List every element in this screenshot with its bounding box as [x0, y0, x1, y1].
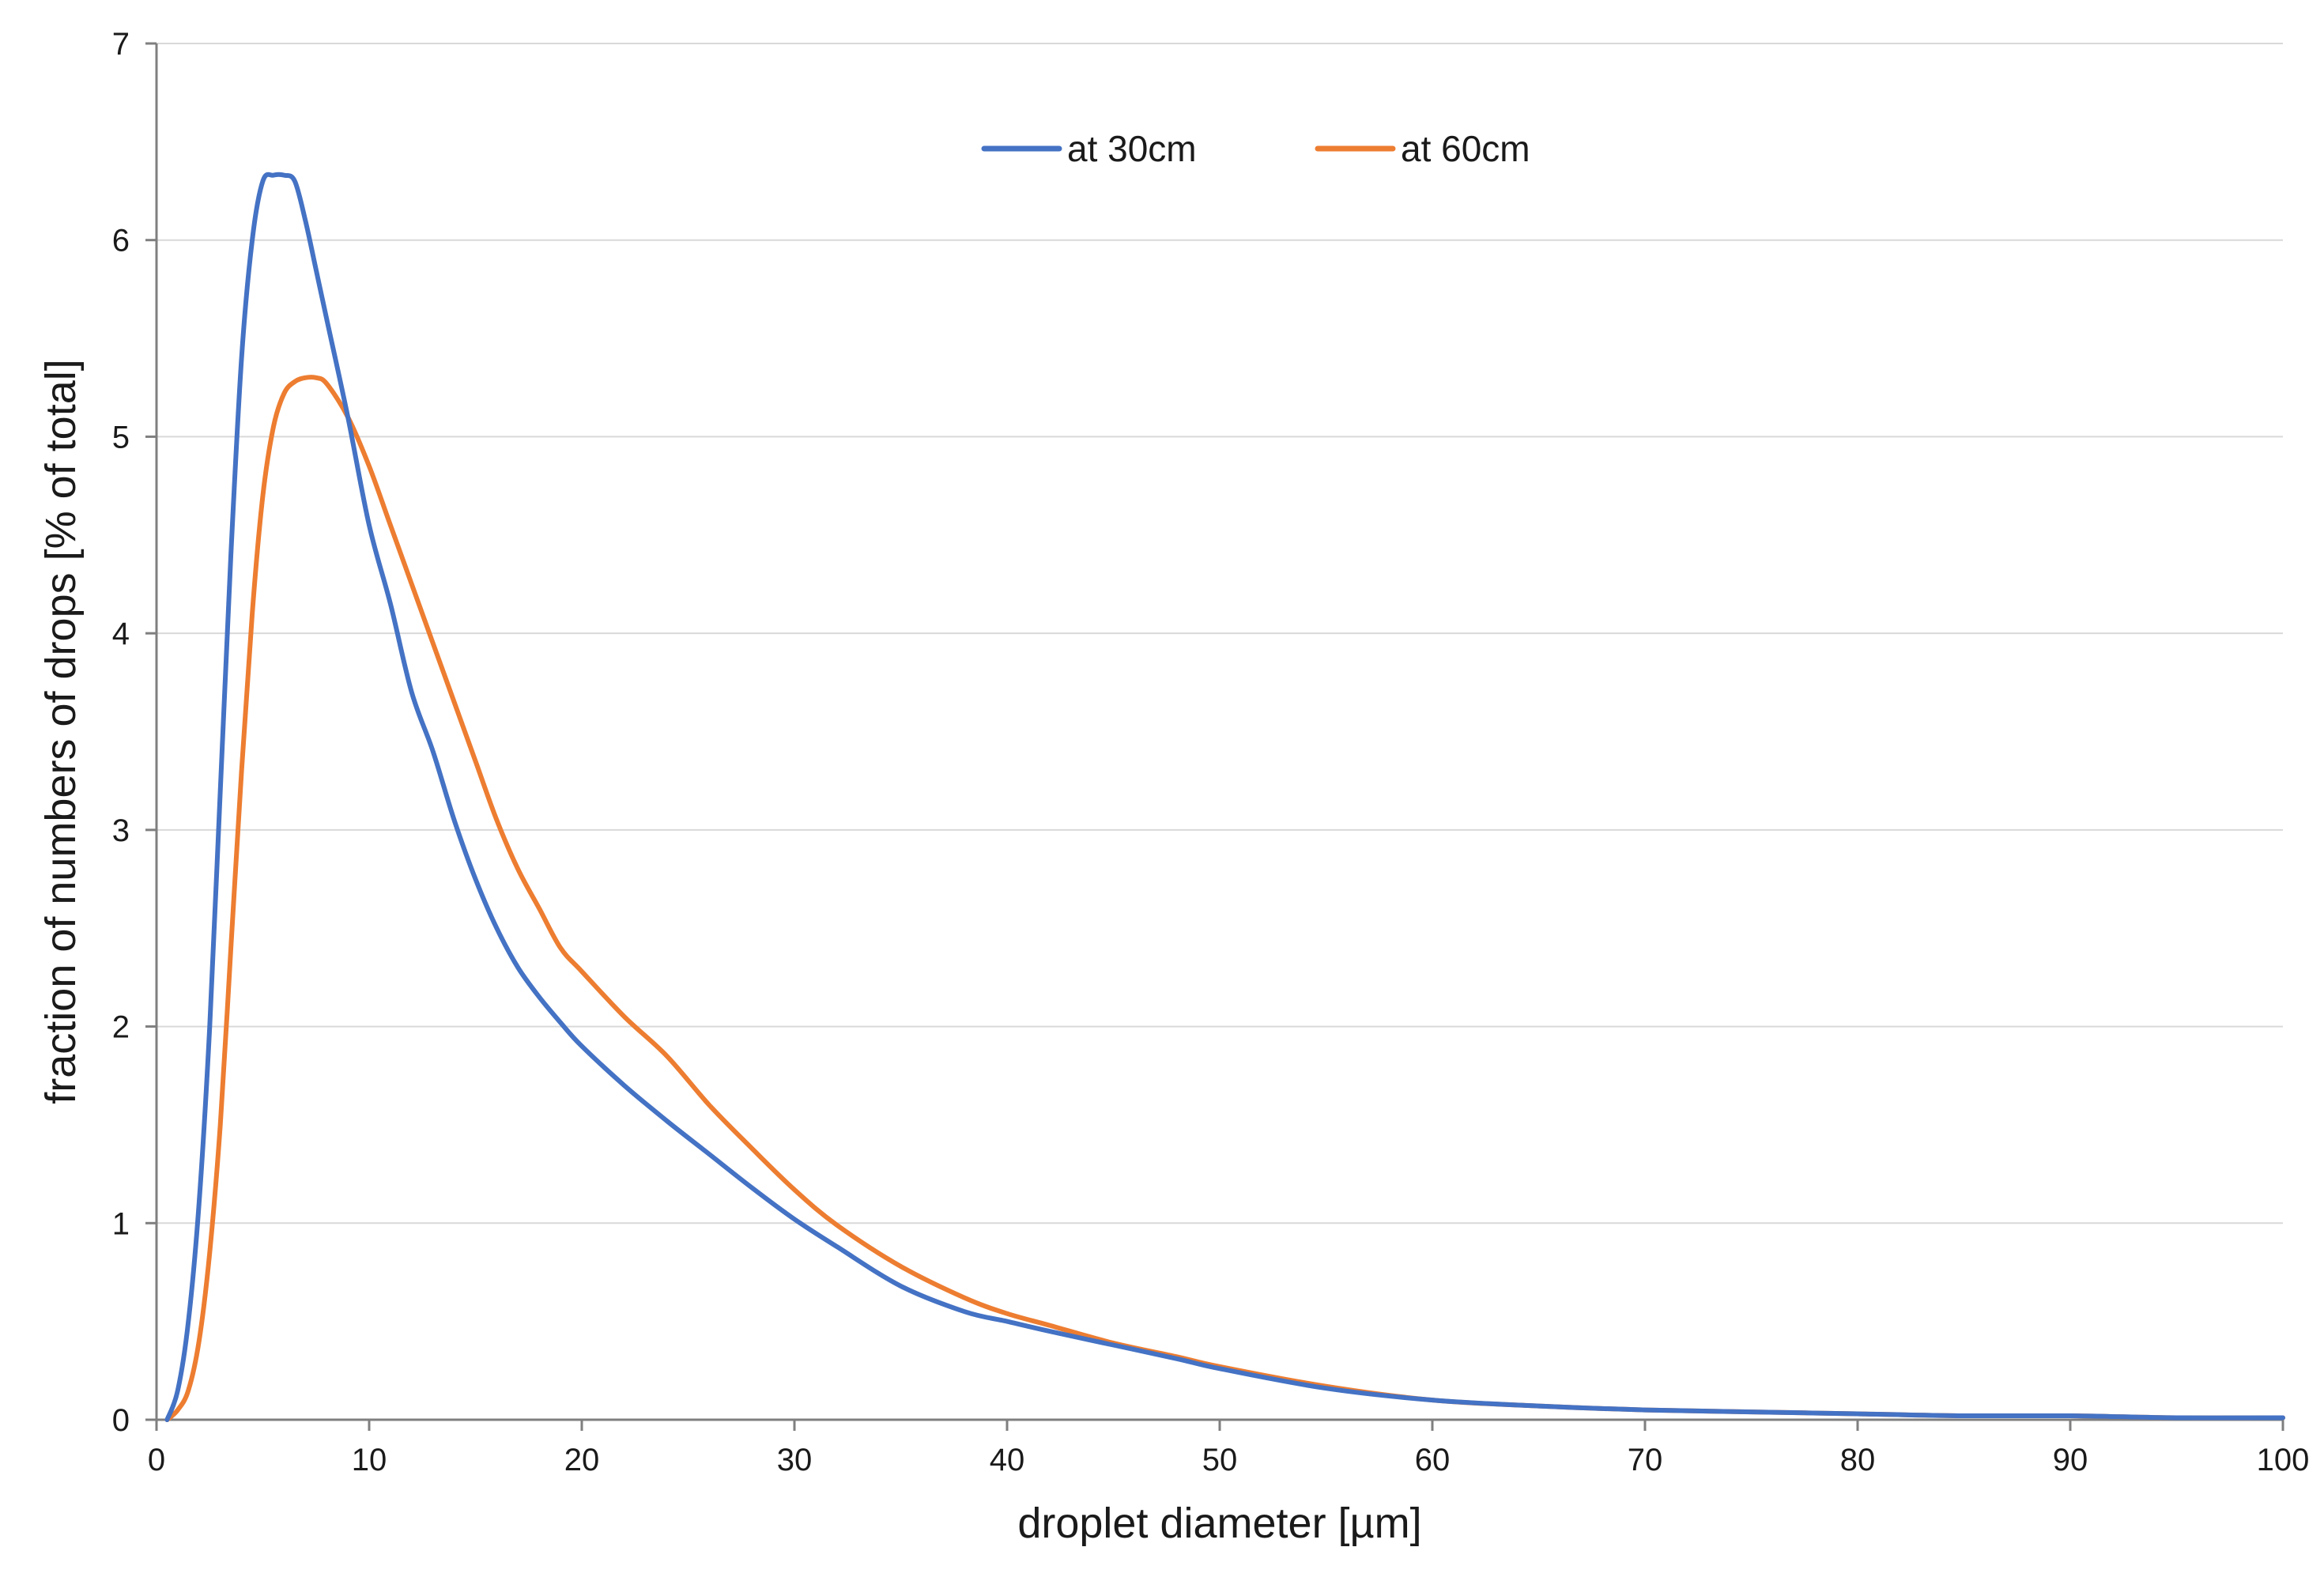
- x-tick-label: 60: [1415, 1443, 1451, 1477]
- x-tick-label: 10: [352, 1443, 387, 1477]
- x-tick-label: 30: [777, 1443, 813, 1477]
- legend-label-at-60cm: at 60cm: [1401, 128, 1530, 169]
- y-tick-label: 1: [112, 1206, 130, 1241]
- x-tick-label: 20: [564, 1443, 600, 1477]
- series-line-at-30cm: [164, 172, 2285, 1422]
- x-tick-label: 50: [1202, 1443, 1238, 1477]
- y-tick-label: 3: [112, 813, 130, 848]
- y-axis-ticks: 0 1 2 3 4 5 6 7: [112, 27, 157, 1438]
- x-tick-label: 0: [148, 1443, 165, 1477]
- x-axis-ticks: 0 10 20 30 40 50 60 70 80 90 100: [148, 1420, 2310, 1477]
- y-tick-label: 0: [112, 1403, 130, 1438]
- y-tick-label: 5: [112, 420, 130, 455]
- gridlines: [157, 43, 2283, 1224]
- x-tick-label: 100: [2257, 1443, 2310, 1477]
- y-tick-label: 4: [112, 617, 130, 651]
- x-axis-title: droplet diameter [µm]: [1017, 1500, 1421, 1547]
- series-lines: [164, 172, 2285, 1422]
- x-tick-label: 80: [1840, 1443, 1876, 1477]
- y-axis-title: fraction of numbers of drops [% of total…: [37, 359, 85, 1104]
- legend-label-at-30cm: at 30cm: [1067, 128, 1197, 169]
- y-tick-label: 6: [112, 224, 130, 258]
- legend: at 30cm at 60cm: [981, 128, 1530, 169]
- axes: [155, 43, 2283, 1421]
- x-tick-label: 70: [1628, 1443, 1663, 1477]
- y-tick-label: 2: [112, 1010, 130, 1045]
- x-tick-label: 40: [990, 1443, 1025, 1477]
- y-tick-label: 7: [112, 27, 130, 62]
- x-tick-label: 90: [2053, 1443, 2088, 1477]
